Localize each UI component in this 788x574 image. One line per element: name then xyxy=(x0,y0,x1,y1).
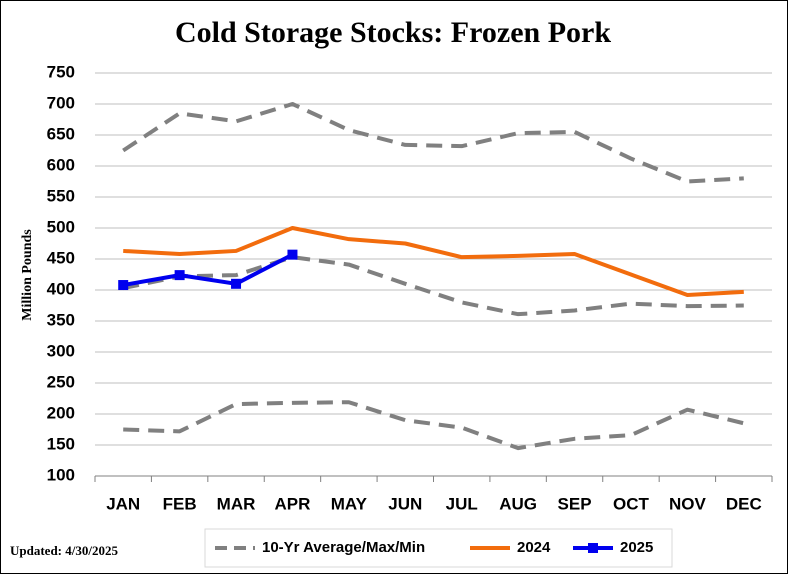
legend-label: 2024 xyxy=(517,539,551,556)
series-line xyxy=(123,226,744,297)
legend: 10-Yr Average/Max/Min 2024 2025 xyxy=(215,539,653,556)
x-tick-label: AUG xyxy=(499,494,537,513)
grid: 100 150 200 250 300 350 400 450 500 550 600 650 700 7… xyxy=(47,62,773,513)
legend-marker xyxy=(588,543,598,553)
x-tick-label: MAY xyxy=(331,494,368,513)
x-tick-label: JAN xyxy=(106,494,140,513)
legend-label: 10-Yr Average/Max/Min xyxy=(262,539,425,556)
lines xyxy=(118,102,745,451)
legend-label: 2025 xyxy=(620,539,653,556)
y-tick-label: 550 xyxy=(47,186,75,205)
ten-year-max-line xyxy=(122,102,744,184)
x-tick-label: JUL xyxy=(446,494,478,513)
series-marker xyxy=(231,278,242,289)
y-tick-label: 500 xyxy=(47,217,75,236)
x-tick-label: APR xyxy=(275,494,311,513)
series-marker xyxy=(287,249,298,260)
y-tick-label: 650 xyxy=(47,124,75,143)
y-tick-label: 250 xyxy=(47,372,75,391)
chart-title: Cold Storage Stocks: Frozen Pork xyxy=(175,16,611,49)
y-axis-label: Million Pounds xyxy=(20,229,35,321)
y-tick-label: 350 xyxy=(47,310,75,329)
y-tick-label: 300 xyxy=(47,341,75,360)
series-marker xyxy=(118,280,129,291)
update-note: Updated: 4/30/2025 xyxy=(10,543,118,558)
ten-year-average-line xyxy=(122,255,744,317)
y-tick-label: 100 xyxy=(47,465,75,484)
x-tick-label: JUN xyxy=(388,494,422,513)
y-tick-label: 600 xyxy=(47,155,75,174)
x-tick-label: DEC xyxy=(726,494,762,513)
y-tick-label: 700 xyxy=(47,93,75,112)
y-tick-label: 150 xyxy=(47,434,75,453)
series-line xyxy=(122,252,294,288)
y-tick-label: 200 xyxy=(47,403,75,422)
y-tick-label: 400 xyxy=(47,279,75,298)
x-tick-label: NOV xyxy=(669,494,707,513)
x-tick-label: FEB xyxy=(163,494,197,513)
y-tick-label: 750 xyxy=(47,62,75,81)
x-tick-label: OCT xyxy=(613,494,650,513)
series-marker xyxy=(174,270,185,281)
x-tick-label: MAR xyxy=(217,494,256,513)
x-tick-label: SEP xyxy=(558,494,592,513)
y-tick-label: 450 xyxy=(47,248,75,267)
ten-year-min-line xyxy=(123,400,745,451)
